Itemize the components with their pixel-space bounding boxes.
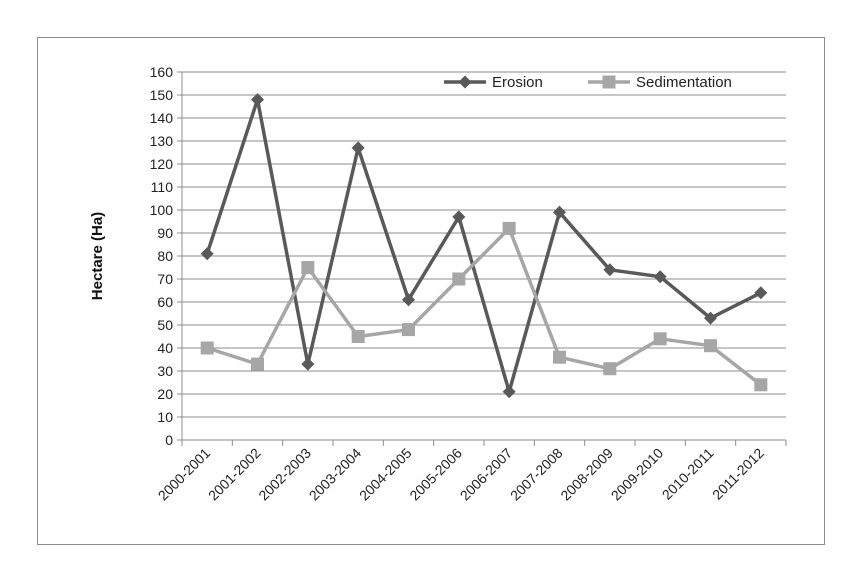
data-point	[200, 341, 214, 355]
series-line	[205, 97, 762, 394]
x-tick-label: 2011-2012	[709, 445, 767, 503]
x-tick-label: 2000-2001	[155, 445, 214, 504]
y-tick-label: 40	[157, 340, 173, 356]
x-tick-label: 2009-2010	[608, 445, 667, 504]
data-point	[553, 205, 566, 219]
data-point	[704, 339, 717, 353]
data-point	[754, 378, 768, 392]
series-sedimentation	[200, 221, 768, 392]
data-point	[502, 221, 516, 235]
x-tick-label: 2001-2002	[205, 445, 264, 504]
legend-label: Erosion	[492, 74, 543, 91]
x-tick-label: 2002-2003	[255, 445, 314, 504]
data-point	[301, 261, 315, 274]
data-point	[200, 247, 214, 261]
axes: 0 10 20 30 40 50 60 70 80 90 100 110 120 130 140 150 160…	[150, 64, 787, 504]
y-tick-label: 80	[157, 248, 173, 264]
data-point	[603, 362, 617, 376]
legend-item-sedimentation: Sedimentation	[588, 74, 732, 91]
series-group	[200, 93, 768, 399]
x-tick-label: 2007-2008	[507, 445, 566, 504]
y-tick-label: 160	[150, 64, 174, 80]
data-point	[653, 332, 667, 346]
y-tick-label: 110	[151, 179, 174, 195]
data-point	[402, 293, 415, 307]
line-chart: 0 10 20 30 40 50 60 70 80 90 100 110 120 130 140 150 160…	[89, 64, 787, 504]
legend-marker	[602, 75, 616, 89]
gridlines	[182, 71, 786, 418]
data-point	[251, 357, 264, 371]
y-tick-label: 30	[157, 363, 173, 379]
x-tick-label: 2003-2004	[306, 445, 365, 504]
legend: Erosion Sedimentation	[444, 74, 732, 91]
x-tick-label: 2005-2006	[406, 445, 465, 504]
y-axis-label: Hectare (Ha)	[89, 212, 106, 300]
chart-frame: 0 10 20 30 40 50 60 70 80 90 100 110 120 130 140 150 160…	[37, 37, 825, 545]
data-point	[603, 263, 617, 277]
data-point	[351, 330, 365, 343]
legend-marker	[458, 75, 472, 89]
y-tick-label: 120	[150, 156, 174, 172]
data-point	[754, 286, 768, 300]
legend-item-erosion: Erosion	[444, 74, 543, 91]
y-tick-label: 90	[157, 225, 173, 241]
data-point	[653, 270, 667, 284]
y-tick-label: 20	[157, 386, 173, 402]
x-tick-label: 2004-2005	[356, 445, 415, 504]
data-point	[351, 141, 365, 155]
x-tick-label: 2008-2009	[557, 445, 616, 504]
series-line	[206, 226, 762, 387]
y-tick-label: 150	[150, 87, 174, 103]
data-point	[502, 385, 516, 399]
y-tick-label: 0	[165, 432, 173, 448]
legend-label: Sedimentation	[636, 74, 732, 91]
series-erosion	[200, 93, 768, 399]
data-point	[251, 93, 264, 107]
x-tick-label: 2010-2011	[659, 445, 717, 503]
y-tick-label: 100	[150, 202, 174, 218]
data-point	[452, 210, 466, 224]
y-tick-label: 70	[157, 271, 173, 287]
y-tick-label: 130	[150, 133, 174, 149]
data-point	[452, 272, 466, 286]
data-point	[402, 323, 415, 337]
data-point	[553, 350, 566, 364]
data-point	[704, 311, 717, 325]
y-tick-label: 140	[150, 110, 174, 126]
y-tick-label: 60	[157, 294, 173, 310]
data-point	[301, 357, 315, 371]
x-tick-label: 2006-2007	[457, 445, 516, 504]
y-tick-label: 10	[157, 409, 173, 425]
y-tick-label: 50	[157, 317, 173, 333]
